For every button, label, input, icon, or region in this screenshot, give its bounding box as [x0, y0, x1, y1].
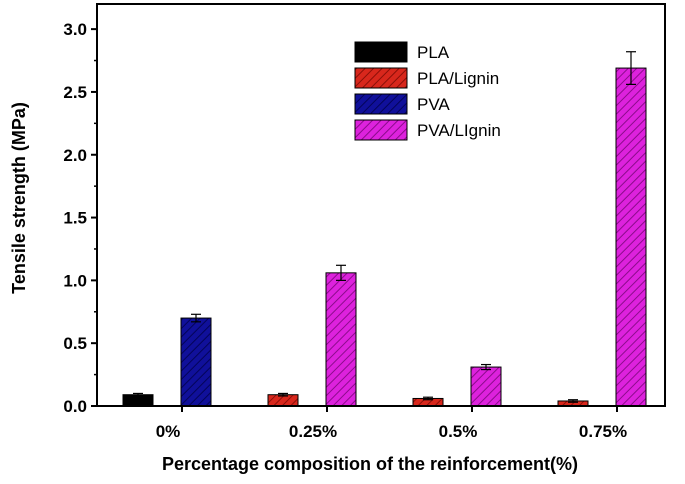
- legend-label-pva-lignin: PVA/LIgnin: [417, 121, 501, 140]
- bar-pva: [180, 317, 212, 407]
- y-axis-title: Tensile strength (MPa): [9, 102, 29, 294]
- legend-label-pla-lignin: PLA/Lignin: [417, 69, 499, 88]
- axes-group: 0.0 0.5 1.0 1.5 2.0 2.5 3.0 0% 0.25% 0.5% 0.75%: [63, 3, 666, 441]
- legend-swatch-pva: [354, 93, 408, 115]
- legend-swatch-pla-lignin: [354, 67, 408, 89]
- y-tick-label: 0.0: [63, 397, 87, 416]
- y-tick-label: 0.5: [63, 334, 87, 353]
- x-tick-label: 0.25%: [289, 422, 337, 441]
- legend-swatch-pva-lignin: [354, 119, 408, 141]
- x-tick-label: 0%: [156, 422, 181, 441]
- legend-label-pla: PLA: [417, 43, 450, 62]
- y-tick-label: 2.0: [63, 146, 87, 165]
- y-tick-label: 3.0: [63, 20, 87, 39]
- bar-pva-lignin: [470, 366, 502, 407]
- legend: PLA PLA/Lignin PVA PVA/LIgnin: [354, 41, 501, 141]
- bar-pva-lignin: [325, 272, 357, 407]
- bar-pva-lignin: [615, 67, 647, 407]
- plot-frame: [96, 3, 666, 407]
- y-tick-label: 1.0: [63, 271, 87, 290]
- y-tick-label: 1.5: [63, 209, 87, 228]
- y-tick-label: 2.5: [63, 83, 87, 102]
- x-tick-label: 0.75%: [579, 422, 627, 441]
- legend-swatch-pla: [354, 41, 408, 63]
- legend-label-pva: PVA: [417, 95, 450, 114]
- x-tick-label: 0.5%: [439, 422, 478, 441]
- x-axis-title: Percentage composition of the reinforcem…: [162, 454, 578, 474]
